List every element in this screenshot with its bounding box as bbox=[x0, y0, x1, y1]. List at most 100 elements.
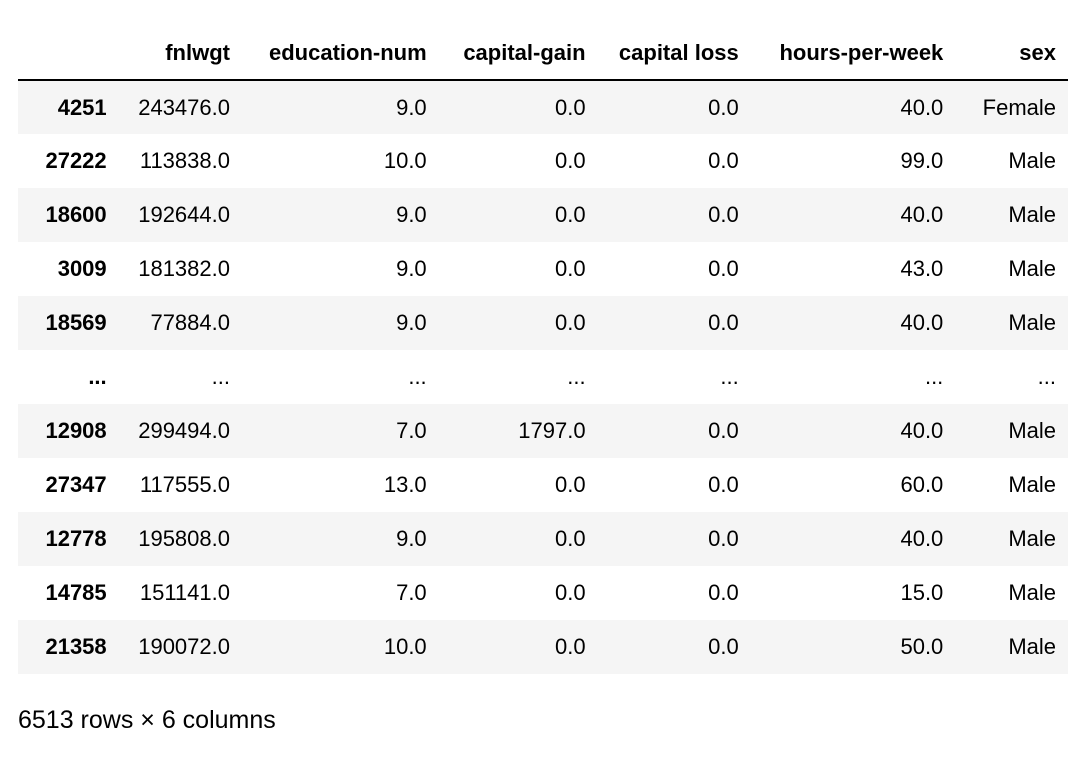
table-row: 18569 77884.0 9.0 0.0 0.0 40.0 Male bbox=[18, 296, 1068, 350]
table-row: 14785 151141.0 7.0 0.0 0.0 15.0 Male bbox=[18, 566, 1068, 620]
table-row: 12778 195808.0 9.0 0.0 0.0 40.0 Male bbox=[18, 512, 1068, 566]
cell-capital-gain: ... bbox=[567, 364, 586, 389]
cell-hours-per-week: 99.0 bbox=[900, 148, 944, 173]
cell-education-num: ... bbox=[408, 364, 427, 389]
cell-sex: ... bbox=[1037, 364, 1056, 389]
cell-fnlwgt: 192644.0 bbox=[138, 202, 230, 227]
cell-capital-gain: 0.0 bbox=[554, 94, 586, 120]
cell-capital-loss: 0.0 bbox=[708, 94, 739, 120]
table-row: 4251 243476.0 9.0 0.0 0.0 40.0 Female bbox=[18, 80, 1068, 134]
cell-hours-per-week: 40.0 bbox=[900, 418, 944, 443]
cell-hours-per-week: 40.0 bbox=[900, 94, 944, 120]
cell-hours-per-week: 43.0 bbox=[900, 256, 944, 281]
row-index: 3009 bbox=[57, 256, 107, 281]
cell-sex: Male bbox=[1008, 202, 1056, 227]
table-row: 3009 181382.0 9.0 0.0 0.0 43.0 Male bbox=[18, 242, 1068, 296]
cell-sex: Male bbox=[1008, 418, 1056, 443]
cell-sex: Male bbox=[1008, 148, 1056, 173]
cell-sex: Male bbox=[1008, 634, 1056, 659]
column-header-capital-gain: capital-gain bbox=[438, 26, 598, 81]
cell-education-num: 9.0 bbox=[396, 202, 427, 227]
cell-capital-gain: 0.0 bbox=[554, 634, 586, 659]
cell-fnlwgt: 151141.0 bbox=[139, 580, 230, 605]
row-index: 14785 bbox=[45, 580, 107, 605]
cell-capital-gain: 0.0 bbox=[554, 310, 586, 335]
cell-sex: Male bbox=[1008, 310, 1056, 335]
cell-fnlwgt: 195808.0 bbox=[138, 526, 230, 551]
column-header-education-num: education-num bbox=[241, 26, 439, 81]
row-index: 12908 bbox=[45, 418, 107, 443]
cell-sex: Male bbox=[1008, 472, 1056, 497]
cell-hours-per-week: 40.0 bbox=[900, 310, 944, 335]
row-index: 12778 bbox=[45, 526, 107, 551]
cell-education-num: 10.0 bbox=[383, 634, 427, 659]
cell-education-num: 9.0 bbox=[396, 526, 427, 551]
cell-fnlwgt: 181382.0 bbox=[138, 256, 230, 281]
cell-fnlwgt: 243476.0 bbox=[138, 94, 230, 120]
cell-sex: Male bbox=[1008, 526, 1056, 551]
ellipsis-row: ... ... ... ... ... ... ... bbox=[18, 350, 1068, 404]
row-index: 21358 bbox=[45, 634, 107, 659]
table-row: 21358 190072.0 10.0 0.0 0.0 50.0 Male bbox=[18, 620, 1068, 674]
cell-education-num: 9.0 bbox=[396, 310, 427, 335]
cell-capital-loss: 0.0 bbox=[708, 418, 739, 443]
cell-capital-loss: 0.0 bbox=[708, 202, 739, 227]
cell-capital-gain: 0.0 bbox=[554, 580, 586, 605]
row-index: 18569 bbox=[45, 310, 107, 335]
cell-fnlwgt: 299494.0 bbox=[138, 418, 230, 443]
cell-capital-gain: 0.0 bbox=[554, 472, 586, 497]
index-header bbox=[18, 26, 119, 81]
table-row: 12908 299494.0 7.0 1797.0 0.0 40.0 Male bbox=[18, 404, 1068, 458]
cell-fnlwgt: 190072.0 bbox=[138, 634, 230, 659]
cell-capital-loss: 0.0 bbox=[708, 148, 739, 173]
header-row: fnlwgt education-num capital-gain capita… bbox=[18, 26, 1068, 81]
cell-capital-gain: 1797.0 bbox=[518, 418, 586, 443]
row-index: 4251 bbox=[57, 94, 107, 120]
cell-capital-loss: 0.0 bbox=[708, 634, 739, 659]
column-header-capital-loss: capital loss bbox=[597, 26, 751, 81]
row-index: ... bbox=[88, 364, 107, 389]
row-index: 18600 bbox=[45, 202, 107, 227]
cell-hours-per-week: 40.0 bbox=[900, 202, 944, 227]
cell-hours-per-week: 15.0 bbox=[900, 580, 944, 605]
cell-education-num: 10.0 bbox=[383, 148, 427, 173]
cell-sex: Male bbox=[1008, 580, 1056, 605]
cell-hours-per-week: 50.0 bbox=[900, 634, 944, 659]
cell-capital-gain: 0.0 bbox=[554, 202, 586, 227]
cell-fnlwgt: 117555.0 bbox=[139, 472, 230, 497]
cell-education-num: 9.0 bbox=[396, 94, 427, 120]
table-row: 27222 113838.0 10.0 0.0 0.0 99.0 Male bbox=[18, 134, 1068, 188]
cell-sex: Male bbox=[1008, 256, 1056, 281]
cell-hours-per-week: 40.0 bbox=[900, 526, 944, 551]
table-header: fnlwgt education-num capital-gain capita… bbox=[18, 26, 1068, 81]
cell-capital-gain: 0.0 bbox=[554, 526, 586, 551]
dataframe-shape-summary: 6513 rows × 6 columns bbox=[18, 706, 276, 734]
cell-fnlwgt: 77884.0 bbox=[150, 310, 230, 335]
cell-education-num: 7.0 bbox=[396, 580, 427, 605]
table-body: 4251 243476.0 9.0 0.0 0.0 40.0 Female 27… bbox=[18, 80, 1068, 674]
row-index: 27222 bbox=[45, 148, 107, 173]
column-header-fnlwgt: fnlwgt bbox=[118, 26, 242, 81]
cell-capital-loss: 0.0 bbox=[708, 472, 739, 497]
cell-capital-loss: 0.0 bbox=[708, 580, 739, 605]
cell-hours-per-week: ... bbox=[924, 364, 944, 389]
table-row: 18600 192644.0 9.0 0.0 0.0 40.0 Male bbox=[18, 188, 1068, 242]
cell-capital-gain: 0.0 bbox=[554, 256, 586, 281]
column-header-sex: sex bbox=[955, 26, 1068, 81]
table-row: 27347 117555.0 13.0 0.0 0.0 60.0 Male bbox=[18, 458, 1068, 512]
cell-capital-gain: 0.0 bbox=[554, 148, 586, 173]
cell-capital-loss: 0.0 bbox=[708, 310, 739, 335]
dataframe-table: fnlwgt education-num capital-gain capita… bbox=[18, 26, 1068, 674]
cell-capital-loss: 0.0 bbox=[708, 256, 739, 281]
column-header-hours-per-week: hours-per-week bbox=[750, 26, 956, 81]
cell-education-num: 7.0 bbox=[396, 418, 427, 443]
cell-education-num: 9.0 bbox=[396, 256, 427, 281]
cell-hours-per-week: 60.0 bbox=[900, 472, 944, 497]
cell-capital-loss: 0.0 bbox=[708, 526, 739, 551]
cell-fnlwgt: 113838.0 bbox=[139, 148, 230, 173]
cell-education-num: 13.0 bbox=[383, 472, 427, 497]
row-index: 27347 bbox=[45, 472, 107, 497]
dataframe-output: fnlwgt education-num capital-gain capita… bbox=[18, 26, 1068, 674]
cell-sex: Female bbox=[982, 94, 1056, 120]
cell-fnlwgt: ... bbox=[211, 364, 230, 389]
